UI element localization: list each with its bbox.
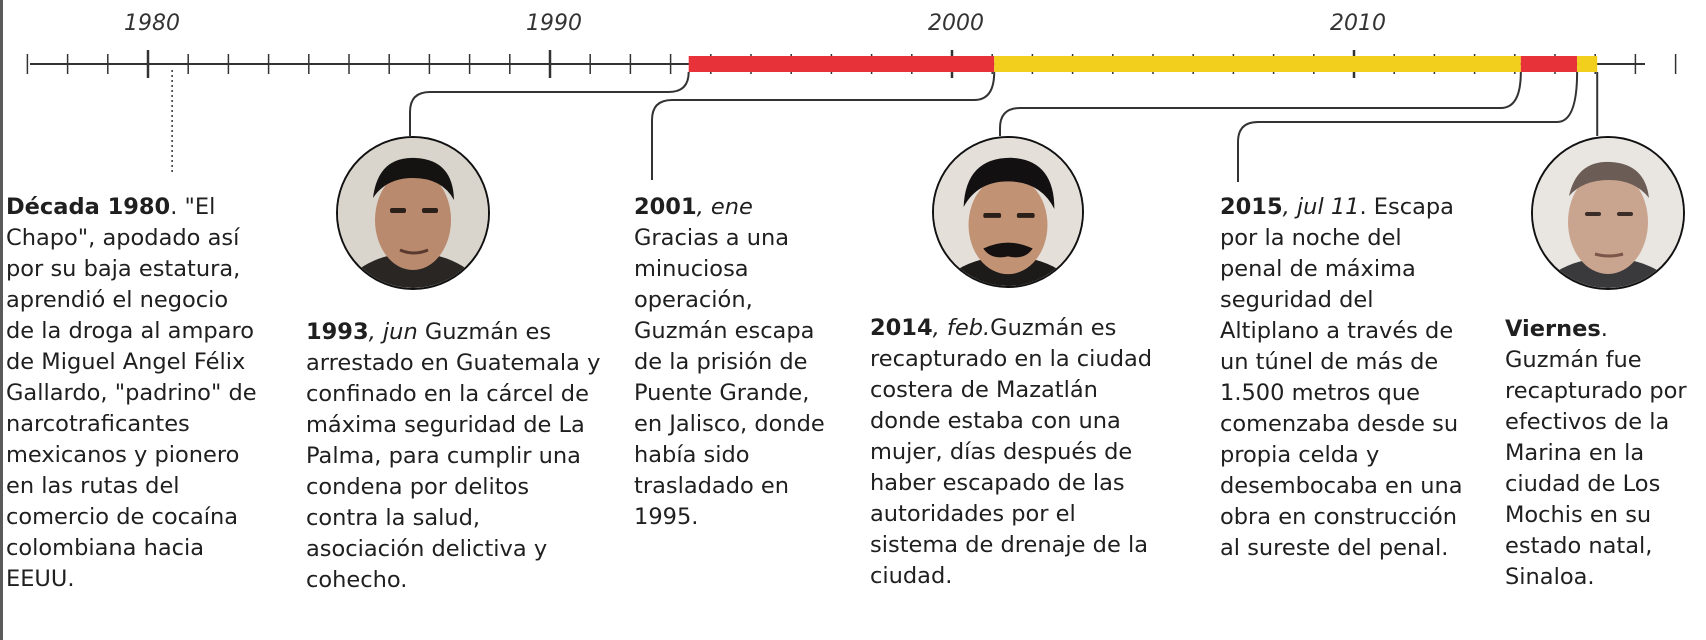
event-2014: 2014, feb.Guzmán es recapturado en la ci… bbox=[870, 313, 1162, 592]
connector-2014 bbox=[999, 71, 1522, 136]
portrait-2014 bbox=[932, 136, 1084, 288]
status-bar bbox=[994, 56, 1521, 72]
connector-1993 bbox=[409, 71, 690, 136]
event-lead: Década 1980 bbox=[6, 194, 171, 220]
status-bars bbox=[688, 56, 1598, 72]
event-text: Gracias a una minuciosa operación, Guzmá… bbox=[634, 225, 825, 530]
year-labels: 1980 1990 2000 2010 bbox=[124, 11, 1386, 36]
event-date: , jun bbox=[368, 319, 418, 345]
image-edge bbox=[0, 0, 3, 640]
year-label: 1980 bbox=[124, 11, 180, 36]
event-lead: 2001 bbox=[634, 194, 697, 220]
event-text: . Escapa por la noche del penal de máxim… bbox=[1220, 194, 1463, 561]
event-1993: 1993, jun Guzmán es arrestado en Guatema… bbox=[306, 317, 601, 596]
event-lead: 2015 bbox=[1220, 194, 1283, 220]
event-date: , feb. bbox=[932, 315, 991, 341]
event-text: . Guzmán fue recapturado por efectivos d… bbox=[1505, 316, 1687, 590]
connector-lines bbox=[171, 70, 1599, 182]
event-1980s: Década 1980. "El Chapo", apodado así por… bbox=[6, 192, 258, 595]
face-2014-icon bbox=[934, 138, 1082, 286]
year-label: 2000 bbox=[928, 11, 984, 36]
portrait-viernes bbox=[1531, 136, 1685, 290]
face-1993-icon bbox=[338, 138, 488, 288]
event-text: Guzmán es arrestado en Guatemala y confi… bbox=[306, 319, 601, 593]
connector-2015 bbox=[1237, 71, 1579, 182]
portrait-1993 bbox=[336, 136, 490, 290]
event-lead: Viernes bbox=[1505, 316, 1601, 342]
face-viernes-icon bbox=[1533, 138, 1683, 288]
event-viernes: Viernes. Guzmán fue recapturado por efec… bbox=[1505, 314, 1701, 593]
event-2015: 2015, jul 11. Escapa por la noche del pe… bbox=[1220, 192, 1470, 564]
status-bar bbox=[1577, 56, 1598, 72]
event-lead: 2014 bbox=[870, 315, 933, 341]
status-bar bbox=[1520, 56, 1578, 72]
year-label: 2010 bbox=[1330, 11, 1386, 36]
event-text: . "El Chapo", apodado así por su baja es… bbox=[6, 194, 257, 592]
event-date: , ene bbox=[696, 194, 753, 220]
year-label: 1990 bbox=[526, 11, 582, 36]
event-text: Guzmán es recapturado en la ciudad coste… bbox=[870, 315, 1153, 589]
event-lead: 1993 bbox=[306, 319, 369, 345]
event-date: , jul 11 bbox=[1282, 194, 1360, 220]
status-bar bbox=[688, 56, 995, 72]
event-2001: 2001, ene Gracias a una minuciosa operac… bbox=[634, 192, 834, 533]
connector-2001 bbox=[651, 71, 996, 180]
